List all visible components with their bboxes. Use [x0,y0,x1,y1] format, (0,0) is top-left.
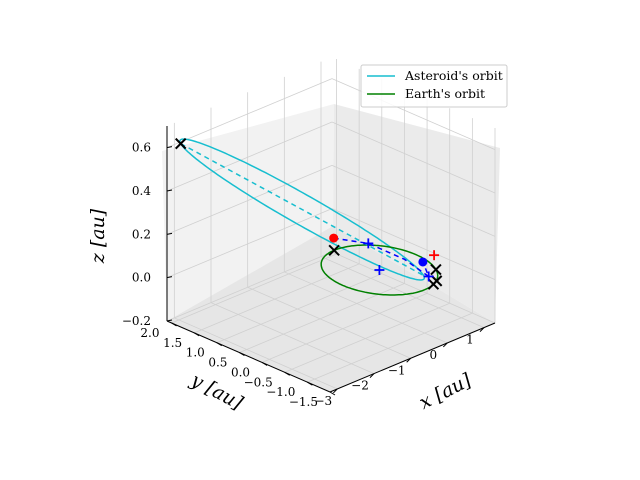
cross-marker-stroke-b [174,137,187,150]
y-tick-label-5: 1.0 [186,346,205,360]
x-tick-mark-2 [406,357,412,363]
y-tick-mark-5 [216,342,223,347]
x-tick-mark-1 [369,373,375,378]
grid-z-side-4 [331,78,496,151]
z-axis-label: z [au] [87,208,109,264]
marker-group [174,137,443,290]
cross-marker-0 [174,137,187,150]
grid-z-back-1 [166,208,333,279]
y-tick-mark-7 [171,322,177,327]
asteroid-axis-dashed-line-0 [180,142,424,277]
z-tick-label-0: −0.2 [122,314,151,328]
red-dot-marker-5 [329,233,339,243]
z-tick-label-4: 0.6 [132,141,151,155]
cross-marker-stroke-b [430,263,442,276]
grid-z-side-0 [331,251,496,324]
x-tick-mark-3 [442,342,448,348]
y-tick-label-6: 1.5 [163,336,182,350]
legend: Asteroid's orbit Earth's orbit [360,64,508,108]
y-tick-mark-3 [261,361,268,366]
cross-marker-4 [427,278,440,290]
grid-z-side-2 [331,164,496,237]
x-tick-mark-4 [479,327,485,332]
x-tick-mark-0 [332,388,338,394]
y-tick-label-7: 2.0 [140,326,159,340]
z-tick-mark-1 [166,276,173,279]
grid-z-side-1 [331,208,496,281]
x-tick-label-2: −1 [388,363,406,377]
grid-y-floor-3 [261,293,428,363]
cross-marker-stroke-b [427,278,440,290]
grid-y-floor-2 [284,302,450,373]
grid-y-floor-5 [216,273,382,344]
y-tick-mark-4 [239,352,245,356]
y-tick-label-0: −1.5 [289,395,318,409]
grid-y-floor-7 [171,253,337,324]
x-axis-label: x [au] [416,369,476,414]
z-tick-label-2: 0.2 [132,227,151,241]
red-plus-marker-10 [429,250,440,261]
x-tick-label-0: −3 [314,394,332,408]
y-tick-label-4: 0.5 [208,356,227,370]
blue-dot-marker-6 [418,257,428,267]
y-tick-mark-1 [307,381,313,386]
cross-marker-1 [328,244,340,257]
y-tick-mark-0 [329,391,336,396]
blue-plus-marker-7 [363,238,374,249]
z-tick-mark-4 [166,146,173,149]
x-axis-line [329,322,496,393]
cross-marker-stroke-b [328,244,340,257]
blue-plus-marker-8 [423,271,434,282]
grid-z-back-2 [166,164,333,235]
grid-z-back-4 [166,78,333,149]
z-tick-mark-0 [166,319,173,322]
cross-marker-2 [430,263,442,276]
y-tick-label-1: −1.0 [266,385,295,399]
blue-plus-marker-9 [374,265,385,276]
x-tick-label-4: 1 [466,333,474,347]
legend-box [360,64,508,108]
z-tick-mark-3 [166,189,173,192]
y-tick-mark-2 [284,371,290,376]
grid-y-floor-1 [307,312,473,383]
grid-y-floor-6 [194,263,360,334]
pane-right [333,104,500,323]
asteroid-orbit-path [179,138,426,281]
y-tick-label-2: −0.5 [244,375,273,389]
legend-label-asteroid: Asteroid's orbit [404,68,503,83]
z-tick-label-3: 0.4 [132,184,151,198]
z-tick-mark-2 [166,232,173,235]
grid-z-back-3 [166,121,333,192]
grid-z-back-0 [166,251,333,322]
tick-labels: −3−2−101−1.5−1.0−0.50.00.51.01.52.0−0.20… [122,141,485,409]
transfer-dashed-line-1 [333,237,431,279]
x-tick-label-1: −2 [351,379,369,393]
z-tick-label-1: 0.0 [132,271,151,285]
y-tick-label-3: 0.0 [231,365,250,379]
grid-z-side-3 [331,121,496,194]
x-tick-label-3: 0 [430,348,438,362]
legend-label-earth: Earth's orbit [405,86,485,101]
y-tick-mark-6 [193,332,200,337]
grid-y-floor-4 [239,283,405,353]
